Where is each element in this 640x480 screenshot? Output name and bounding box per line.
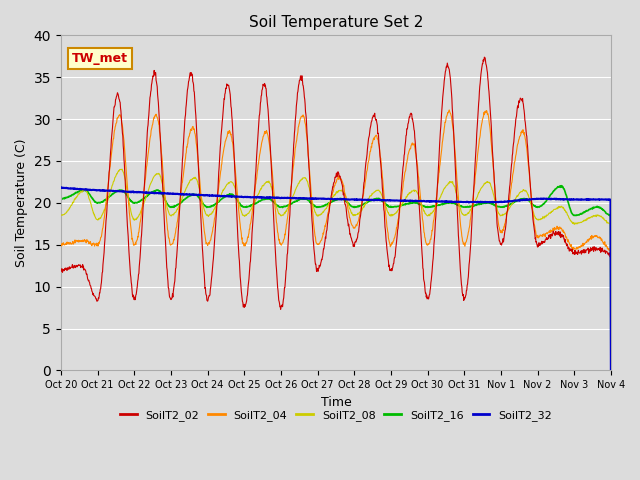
Y-axis label: Soil Temperature (C): Soil Temperature (C): [15, 139, 28, 267]
Legend: SoilT2_02, SoilT2_04, SoilT2_08, SoilT2_16, SoilT2_32: SoilT2_02, SoilT2_04, SoilT2_08, SoilT2_…: [115, 406, 556, 425]
Title: Soil Temperature Set 2: Soil Temperature Set 2: [249, 15, 423, 30]
X-axis label: Time: Time: [321, 396, 351, 408]
Text: TW_met: TW_met: [72, 52, 128, 65]
